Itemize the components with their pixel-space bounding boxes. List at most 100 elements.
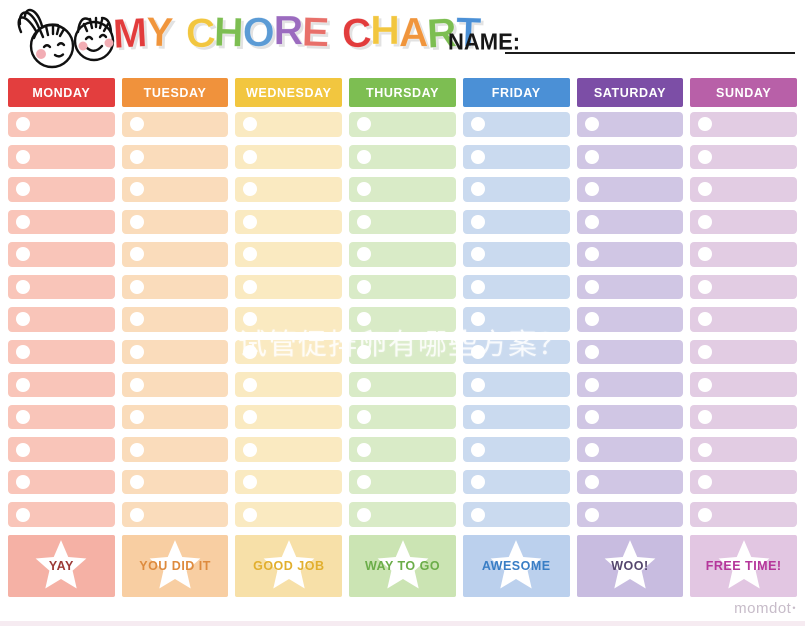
checkbox-circle-icon[interactable]: [698, 344, 713, 359]
checkbox-circle-icon[interactable]: [470, 410, 485, 425]
checkbox-circle-icon[interactable]: [584, 312, 599, 327]
checkbox-circle-icon[interactable]: [16, 312, 30, 327]
checkbox-circle-icon[interactable]: [470, 182, 485, 197]
checkbox-circle-icon[interactable]: [129, 410, 144, 425]
checkbox-circle-icon[interactable]: [698, 377, 713, 392]
checkbox-circle-icon[interactable]: [16, 247, 30, 262]
checkbox-circle-icon[interactable]: [470, 442, 485, 457]
checkbox-circle-icon[interactable]: [584, 247, 599, 262]
checkbox-circle-icon[interactable]: [16, 507, 30, 522]
checkbox-circle-icon[interactable]: [243, 475, 258, 490]
chore-row: [576, 502, 684, 527]
checkbox-circle-icon[interactable]: [357, 442, 372, 457]
checkbox-circle-icon[interactable]: [698, 247, 713, 262]
checkbox-circle-icon[interactable]: [357, 247, 372, 262]
checkbox-circle-icon[interactable]: [470, 247, 485, 262]
checkbox-circle-icon[interactable]: [584, 442, 599, 457]
checkbox-circle-icon[interactable]: [698, 475, 713, 490]
checkbox-circle-icon[interactable]: [698, 442, 713, 457]
checkbox-circle-icon[interactable]: [698, 279, 713, 294]
checkbox-circle-icon[interactable]: [357, 149, 372, 164]
checkbox-circle-icon[interactable]: [357, 312, 372, 327]
checkbox-circle-icon[interactable]: [129, 247, 144, 262]
checkbox-circle-icon[interactable]: [584, 475, 599, 490]
checkbox-circle-icon[interactable]: [584, 279, 599, 294]
checkbox-circle-icon[interactable]: [16, 279, 30, 294]
checkbox-circle-icon[interactable]: [584, 214, 599, 229]
checkbox-circle-icon[interactable]: [243, 442, 258, 457]
checkbox-circle-icon[interactable]: [584, 410, 599, 425]
checkbox-circle-icon[interactable]: [357, 214, 372, 229]
checkbox-circle-icon[interactable]: [243, 149, 258, 164]
checkbox-circle-icon[interactable]: [698, 117, 713, 132]
checkbox-circle-icon[interactable]: [470, 117, 485, 132]
checkbox-circle-icon[interactable]: [16, 410, 30, 425]
checkbox-circle-icon[interactable]: [129, 149, 144, 164]
checkbox-circle-icon[interactable]: [16, 344, 30, 359]
checkbox-circle-icon[interactable]: [698, 507, 713, 522]
checkbox-circle-icon[interactable]: [243, 279, 258, 294]
checkbox-circle-icon[interactable]: [16, 149, 30, 164]
checkbox-circle-icon[interactable]: [584, 149, 599, 164]
checkbox-circle-icon[interactable]: [698, 214, 713, 229]
checkbox-circle-icon[interactable]: [584, 117, 599, 132]
checkbox-circle-icon[interactable]: [243, 182, 258, 197]
checkbox-circle-icon[interactable]: [243, 410, 258, 425]
checkbox-circle-icon[interactable]: [698, 149, 713, 164]
checkbox-circle-icon[interactable]: [357, 475, 372, 490]
checkbox-circle-icon[interactable]: [16, 442, 30, 457]
checkbox-circle-icon[interactable]: [357, 279, 372, 294]
checkbox-circle-icon[interactable]: [16, 377, 30, 392]
checkbox-circle-icon[interactable]: [584, 182, 599, 197]
checkbox-circle-icon[interactable]: [129, 279, 144, 294]
checkbox-circle-icon[interactable]: [129, 507, 144, 522]
chore-row: [8, 144, 115, 170]
checkbox-circle-icon[interactable]: [243, 344, 258, 359]
checkbox-circle-icon[interactable]: [357, 344, 372, 359]
checkbox-circle-icon[interactable]: [470, 149, 485, 164]
checkbox-circle-icon[interactable]: [243, 377, 258, 392]
checkbox-circle-icon[interactable]: [129, 117, 144, 132]
checkbox-circle-icon[interactable]: [584, 344, 599, 359]
checkbox-circle-icon[interactable]: [470, 214, 485, 229]
checkbox-circle-icon[interactable]: [357, 182, 372, 197]
chore-row: [462, 307, 570, 332]
checkbox-circle-icon[interactable]: [129, 312, 144, 327]
checkbox-circle-icon[interactable]: [243, 312, 258, 327]
checkbox-circle-icon[interactable]: [16, 214, 30, 229]
checkbox-circle-icon[interactable]: [129, 344, 144, 359]
checkbox-circle-icon[interactable]: [470, 475, 485, 490]
checkbox-circle-icon[interactable]: [470, 312, 485, 327]
checkbox-circle-icon[interactable]: [470, 507, 485, 522]
checkbox-circle-icon[interactable]: [129, 442, 144, 457]
checkbox-circle-icon[interactable]: [470, 344, 485, 359]
checkbox-circle-icon[interactable]: [698, 410, 713, 425]
checkbox-circle-icon[interactable]: [129, 377, 144, 392]
name-input-line[interactable]: [505, 52, 795, 54]
checkbox-circle-icon[interactable]: [357, 377, 372, 392]
checkbox-circle-icon[interactable]: [243, 507, 258, 522]
checkbox-circle-icon[interactable]: [129, 182, 144, 197]
checkbox-circle-icon[interactable]: [129, 214, 144, 229]
checkbox-circle-icon[interactable]: [243, 117, 258, 132]
chore-row: [121, 209, 229, 235]
chore-row: [8, 307, 115, 332]
title-letter: H: [213, 8, 244, 56]
checkbox-circle-icon[interactable]: [16, 117, 30, 132]
column-saturday: SATURDAY WOO!: [576, 78, 684, 597]
checkbox-circle-icon[interactable]: [470, 377, 485, 392]
checkbox-circle-icon[interactable]: [584, 507, 599, 522]
checkbox-circle-icon[interactable]: [16, 182, 30, 197]
checkbox-circle-icon[interactable]: [129, 475, 144, 490]
checkbox-circle-icon[interactable]: [470, 279, 485, 294]
checkbox-circle-icon[interactable]: [243, 247, 258, 262]
checkbox-circle-icon[interactable]: [357, 410, 372, 425]
checkbox-circle-icon[interactable]: [357, 507, 372, 522]
checkbox-circle-icon[interactable]: [357, 117, 372, 132]
checkbox-circle-icon[interactable]: [698, 182, 713, 197]
chore-row: [690, 112, 798, 137]
checkbox-circle-icon[interactable]: [16, 475, 30, 490]
checkbox-circle-icon[interactable]: [584, 377, 599, 392]
checkbox-circle-icon[interactable]: [698, 312, 713, 327]
checkbox-circle-icon[interactable]: [243, 214, 258, 229]
